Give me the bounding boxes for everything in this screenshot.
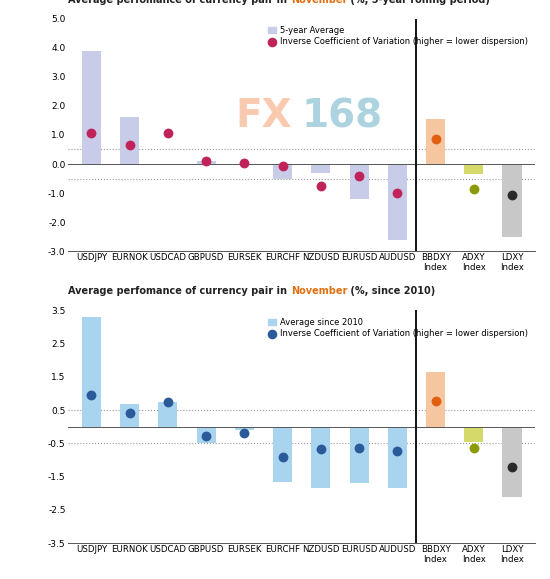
Bar [464, 427, 483, 442]
Bar [120, 404, 139, 427]
Point [240, 158, 249, 167]
Point [355, 171, 364, 180]
Point [316, 445, 325, 454]
Bar [235, 427, 254, 430]
Point [278, 162, 287, 171]
Text: 168: 168 [302, 97, 383, 135]
Text: Average perfomance of currency pair in: Average perfomance of currency pair in [68, 0, 291, 5]
Bar [503, 427, 521, 497]
Point [125, 141, 134, 150]
Point [125, 408, 134, 417]
Point [469, 444, 478, 453]
Bar [196, 161, 216, 164]
Point [469, 184, 478, 193]
Bar [388, 164, 407, 240]
Point [240, 429, 249, 438]
Point [278, 452, 287, 461]
Point [431, 135, 440, 144]
Text: November: November [291, 287, 347, 296]
Text: Average perfomance of currency pair in: Average perfomance of currency pair in [68, 287, 291, 296]
Text: (%, 5-year rolling period): (%, 5-year rolling period) [347, 0, 490, 5]
Point [393, 446, 402, 455]
Bar [349, 164, 368, 199]
Point [202, 431, 211, 441]
Bar [311, 427, 331, 488]
Legend: Average since 2010, Inverse Coefficient of Variation (higher = lower dispersion): Average since 2010, Inverse Coefficient … [265, 314, 531, 342]
Bar [158, 402, 178, 427]
Bar [503, 164, 521, 237]
Bar [235, 164, 254, 166]
Point [431, 396, 440, 405]
Text: November: November [291, 0, 347, 5]
Bar [273, 427, 292, 482]
Bar [426, 372, 445, 427]
Point [202, 156, 211, 165]
Bar [426, 119, 445, 164]
Point [508, 462, 516, 471]
Point [163, 129, 172, 138]
Point [393, 189, 402, 198]
Point [508, 190, 516, 199]
Bar [120, 118, 139, 164]
Point [163, 397, 172, 406]
Bar [82, 50, 101, 164]
Text: FX: FX [236, 97, 293, 135]
Bar [82, 317, 101, 427]
Legend: 5-year Average, Inverse Coefficient of Variation (higher = lower dispersion): 5-year Average, Inverse Coefficient of V… [265, 23, 531, 50]
Point [316, 181, 325, 190]
Bar [388, 427, 407, 488]
Point [355, 444, 364, 453]
Text: (%, since 2010): (%, since 2010) [347, 287, 436, 296]
Bar [273, 164, 292, 178]
Point [87, 129, 96, 138]
Bar [349, 427, 368, 483]
Bar [196, 427, 216, 444]
Point [87, 391, 96, 400]
Bar [464, 164, 483, 174]
Bar [311, 164, 331, 173]
